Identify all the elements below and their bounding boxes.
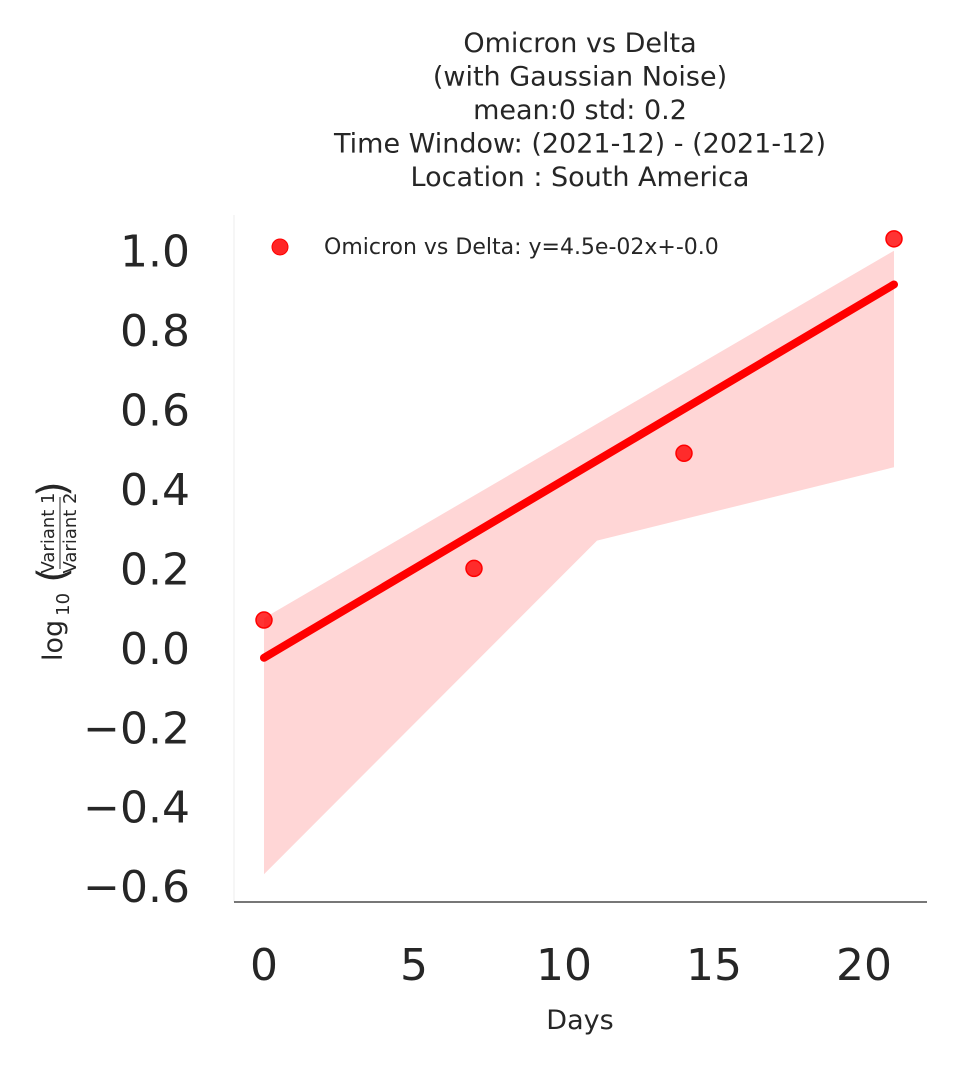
y-axis-label-paren-open: ( xyxy=(30,567,76,583)
chart-title-line: Time Window: (2021-12) - (2021-12) xyxy=(333,129,826,160)
x-axis-label: Days xyxy=(546,1005,613,1036)
y-axis-label-subscript: 10 xyxy=(53,593,74,616)
y-tick-label: 0.0 xyxy=(120,624,190,675)
y-axis-label-prefix: log xyxy=(38,620,69,661)
y-axis-label: log 10 ( Variant 1 Variant 2 ) xyxy=(30,481,81,661)
x-tick-label: 20 xyxy=(836,940,892,991)
legend-label: Omicron vs Delta: y=4.5e-02x+-0.0 xyxy=(324,235,719,260)
data-point xyxy=(885,230,903,248)
x-tick-label: 5 xyxy=(400,940,428,991)
y-tick-label: 0.2 xyxy=(120,544,190,595)
y-axis-label-numerator: Variant 1 xyxy=(38,492,59,573)
legend: Omicron vs Delta: y=4.5e-02x+-0.0 xyxy=(271,235,719,260)
data-point xyxy=(465,559,483,578)
x-tick-label: 15 xyxy=(686,940,742,991)
data-point xyxy=(675,444,693,463)
y-tick-label: −0.6 xyxy=(83,862,190,913)
chart-title-line: mean:0 std: 0.2 xyxy=(473,95,687,126)
legend-marker xyxy=(271,238,289,256)
y-tick-label: −0.4 xyxy=(83,783,190,834)
x-tick-label: 0 xyxy=(250,940,278,991)
y-tick-labels: 1.0 0.8 0.6 0.4 0.2 0.0 −0.2 −0.4 −0.6 xyxy=(83,227,190,913)
chart-title-line: (with Gaussian Noise) xyxy=(433,62,727,93)
y-tick-label: 1.0 xyxy=(120,227,190,278)
y-tick-label: −0.2 xyxy=(83,703,190,754)
y-tick-label: 0.4 xyxy=(120,465,190,516)
chart-title: Omicron vs Delta(with Gaussian Noise)mea… xyxy=(333,28,826,193)
svg-text:log 10: log 10 xyxy=(38,593,74,661)
plot-area xyxy=(255,230,903,875)
y-axis-label-paren-close: ) xyxy=(30,481,76,497)
x-tick-label: 10 xyxy=(536,940,592,991)
chart-title-line: Omicron vs Delta xyxy=(463,28,696,59)
chart-title-line: Location : South America xyxy=(411,162,750,193)
y-tick-label: 0.6 xyxy=(120,386,190,437)
regression-line xyxy=(260,280,898,662)
x-tick-labels: 0 5 10 15 20 xyxy=(250,940,892,991)
y-tick-label: 0.8 xyxy=(120,306,190,357)
data-point xyxy=(255,611,273,629)
y-axis-label-denominator: Variant 2 xyxy=(60,492,81,573)
confidence-band xyxy=(264,250,894,875)
